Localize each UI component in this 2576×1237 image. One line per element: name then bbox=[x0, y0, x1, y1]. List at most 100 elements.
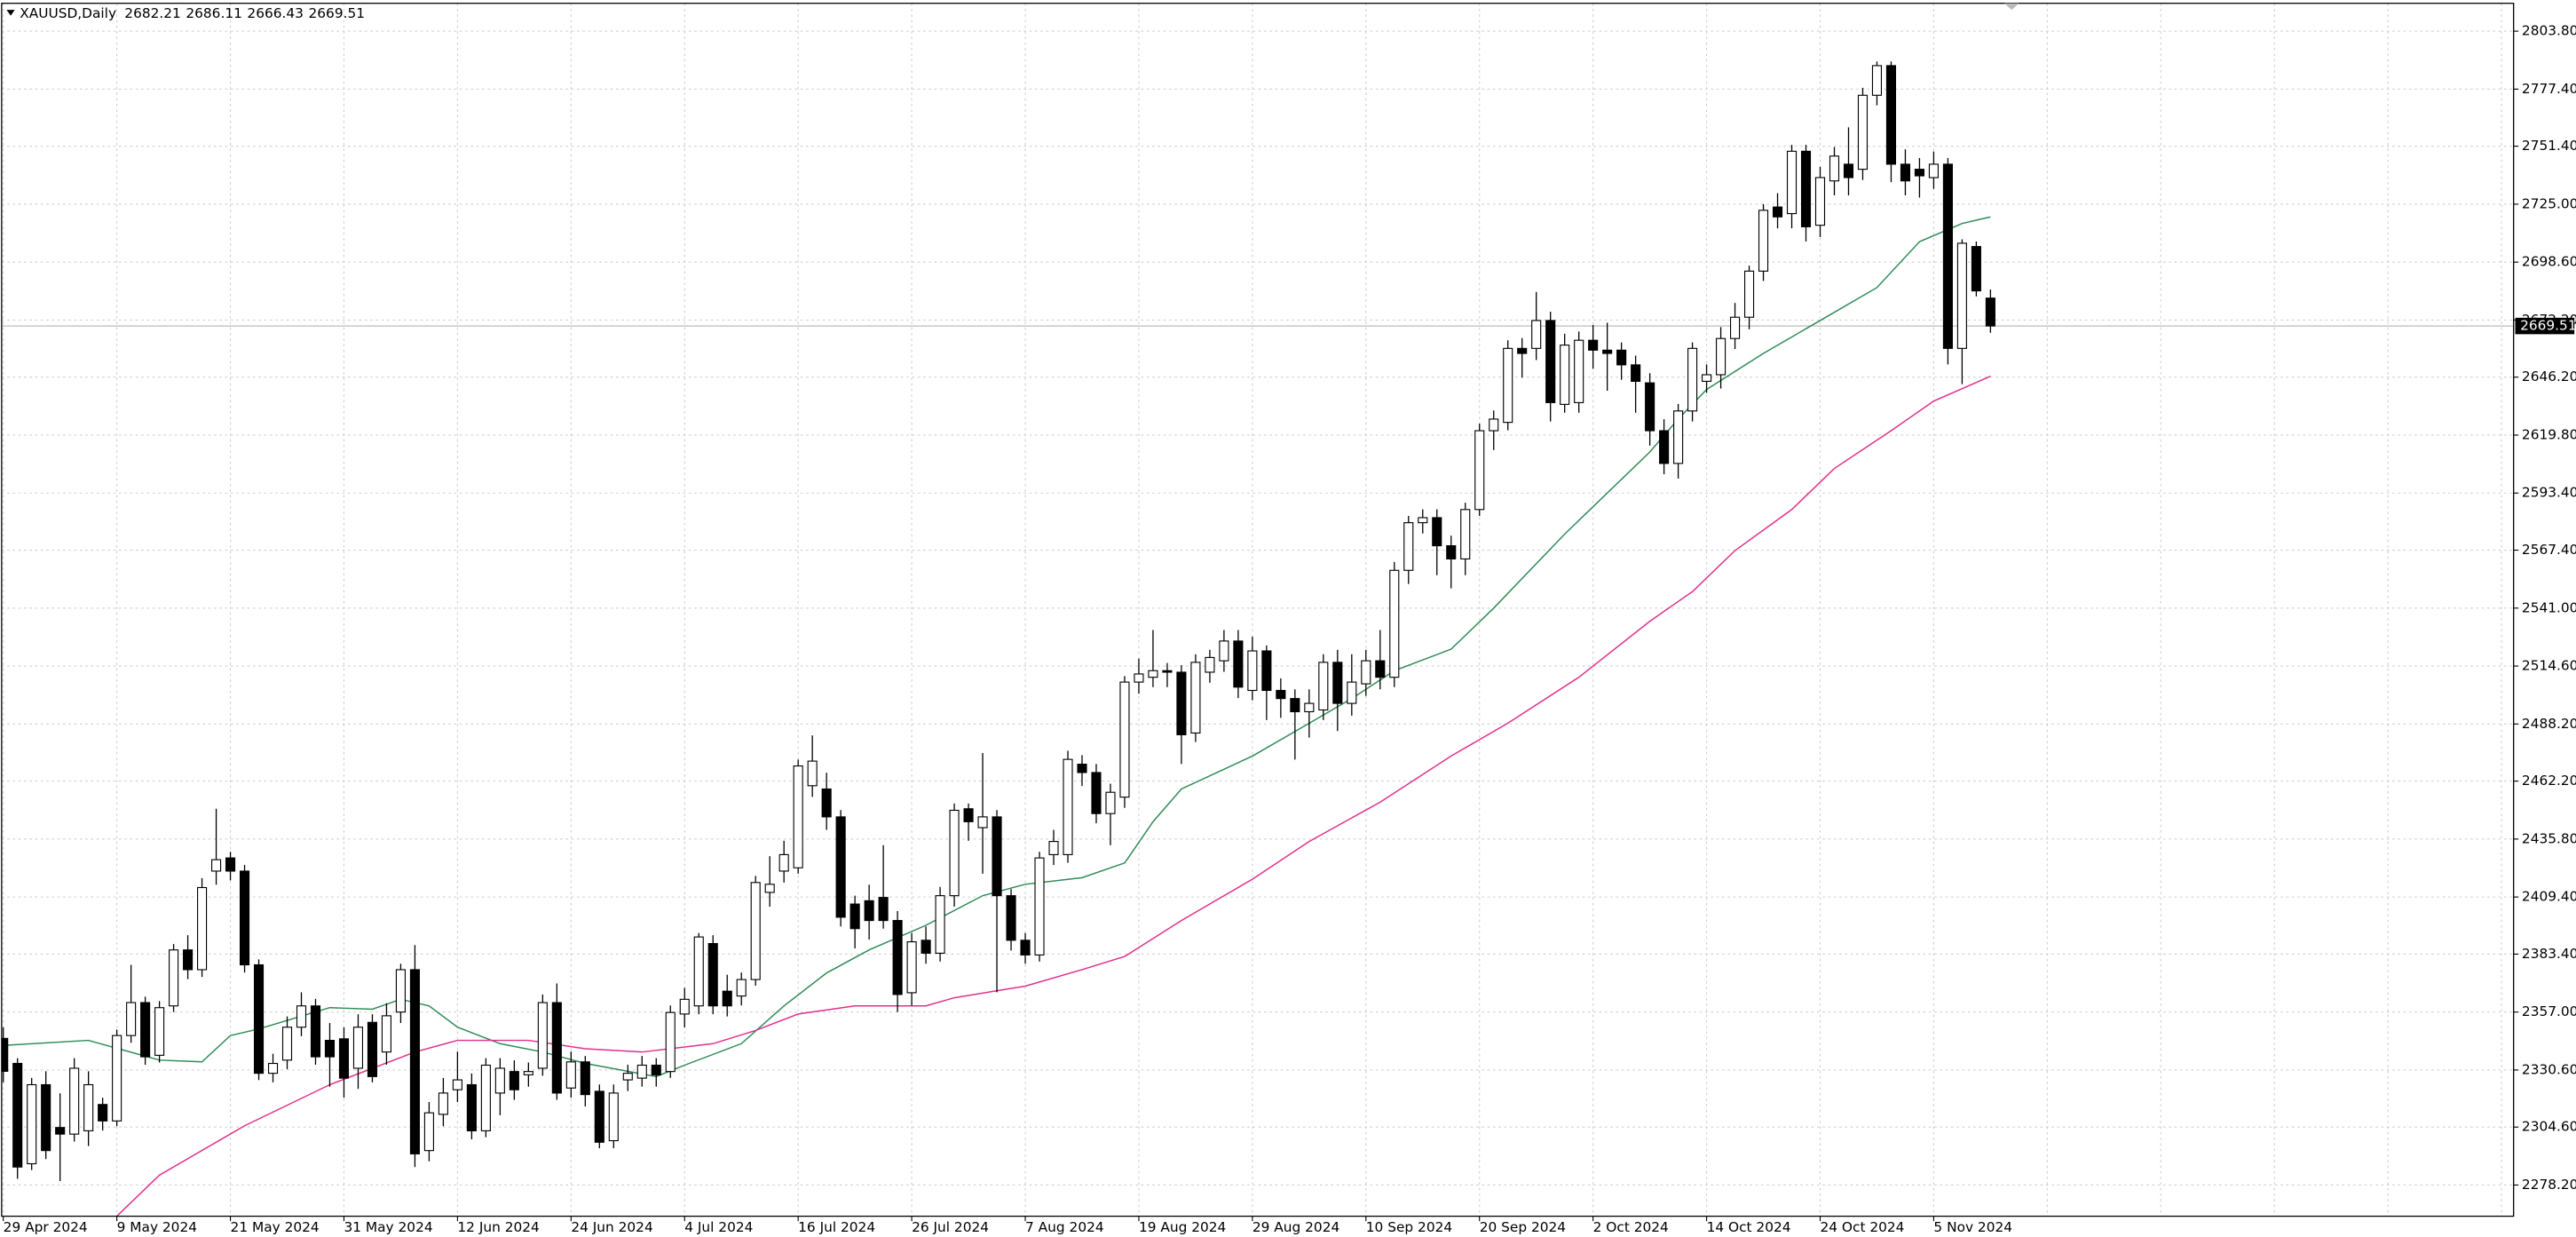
last-high: 2686.11 bbox=[186, 4, 242, 20]
candle-body-bull bbox=[935, 895, 945, 954]
candle-body-bear bbox=[338, 1038, 350, 1079]
y-tick-label: 2409.40 bbox=[2522, 889, 2576, 905]
candle-body-bear bbox=[1645, 382, 1655, 432]
candle-body-bear bbox=[41, 1083, 51, 1152]
y-tick-label: 2462.20 bbox=[2522, 773, 2576, 789]
candle-body-bull bbox=[1418, 517, 1428, 524]
y-tick-label: 2698.60 bbox=[2522, 254, 2576, 270]
candle-body-bull bbox=[452, 1079, 462, 1090]
candle-body-bull bbox=[83, 1083, 94, 1131]
candle-body-bull bbox=[608, 1092, 619, 1142]
candle-body-bull bbox=[1503, 347, 1513, 424]
candle-body-bull bbox=[438, 1092, 448, 1115]
last-close: 2669.51 bbox=[309, 4, 366, 20]
candle-body-bull bbox=[69, 1067, 80, 1135]
x-tick-label: 29 Apr 2024 bbox=[4, 1219, 88, 1235]
candle-body-bull bbox=[1574, 339, 1584, 403]
candle-body-bear bbox=[1588, 339, 1599, 351]
candle-body-bear bbox=[1985, 297, 1995, 327]
candle-body-bull bbox=[1048, 841, 1059, 855]
candle-body-bull bbox=[1730, 316, 1741, 339]
candle-body-bull bbox=[565, 1061, 576, 1089]
candle-body-bull bbox=[1786, 150, 1798, 215]
moving-average-line bbox=[116, 376, 1991, 1217]
x-tick-label: 16 Jul 2024 bbox=[798, 1219, 875, 1235]
candle-body-bull bbox=[537, 1002, 548, 1069]
candle-body-bull bbox=[1871, 65, 1883, 96]
candle-body-bull bbox=[750, 882, 761, 980]
candle-body-bear bbox=[225, 857, 236, 872]
candle-body-bear bbox=[1233, 640, 1244, 688]
candle-body-bull bbox=[1489, 418, 1499, 432]
candle-body-bull bbox=[281, 1027, 293, 1061]
candle-body-bull bbox=[169, 949, 179, 1007]
candle-body-bull bbox=[622, 1073, 633, 1081]
candle-body-bull bbox=[1304, 702, 1315, 713]
candle-body-bear bbox=[1885, 65, 1897, 165]
candle-body-bull bbox=[977, 816, 988, 829]
x-tick-label: 10 Sep 2024 bbox=[1366, 1219, 1452, 1235]
candle-body-bull bbox=[1148, 670, 1158, 678]
current-price-box bbox=[2515, 317, 2575, 335]
moving-average-line bbox=[3, 216, 1991, 1078]
candle-body-bull bbox=[296, 1005, 307, 1028]
candle-body-bear bbox=[878, 897, 889, 922]
candle-body-bull bbox=[1460, 509, 1471, 559]
candle-body-bull bbox=[679, 998, 690, 1015]
candle-body-bear bbox=[1432, 517, 1442, 547]
current-price-label: 2669.51 bbox=[2520, 318, 2576, 334]
candle-body-bull bbox=[1318, 662, 1329, 711]
y-tick-label: 2619.80 bbox=[2522, 426, 2576, 442]
candle-body-bear bbox=[1276, 689, 1286, 700]
candle-body-bear bbox=[1006, 895, 1016, 941]
x-tick-label: 12 Jun 2024 bbox=[457, 1219, 539, 1235]
x-tick-label: 4 Jul 2024 bbox=[684, 1219, 753, 1235]
candle-body-bull bbox=[381, 1015, 392, 1053]
y-tick-label: 2357.00 bbox=[2522, 1003, 2576, 1019]
candle-body-bear bbox=[1091, 772, 1102, 814]
candle-body-bull bbox=[1928, 163, 1939, 178]
x-tick-label: 21 May 2024 bbox=[231, 1219, 320, 1235]
candle-body-bear bbox=[239, 870, 250, 966]
candle-body-bull bbox=[949, 809, 960, 897]
candle-body-bear bbox=[821, 788, 832, 818]
candle-body-bull bbox=[1219, 640, 1229, 662]
candle-body-bear bbox=[466, 1083, 477, 1131]
pane-border bbox=[1, 3, 2515, 1217]
x-tick-label: 26 Jul 2024 bbox=[912, 1219, 989, 1235]
candle-body-bear bbox=[98, 1104, 108, 1122]
candle-body-bull bbox=[1531, 320, 1542, 349]
candle-body-bull bbox=[211, 859, 222, 872]
candle-body-bull bbox=[1034, 857, 1045, 956]
candle-body-bull bbox=[1743, 270, 1755, 318]
y-tick-label: 2488.20 bbox=[2522, 716, 2576, 732]
x-tick-label: 14 Oct 2024 bbox=[1707, 1219, 1791, 1235]
chart-shift-marker bbox=[2003, 3, 2019, 11]
candle-body-bull bbox=[793, 765, 803, 868]
y-tick-label: 2593.40 bbox=[2522, 485, 2576, 501]
candle-body-bull bbox=[693, 936, 704, 1007]
candle-body-bear bbox=[921, 940, 931, 954]
symbol: XAUUSD,Daily bbox=[20, 4, 116, 20]
candle-body-bear bbox=[1772, 206, 1783, 218]
candle-body-bear bbox=[1517, 347, 1528, 354]
candle-body-bear bbox=[1077, 764, 1087, 773]
candle-body-bull bbox=[906, 941, 917, 994]
x-tick-label: 24 Oct 2024 bbox=[1821, 1219, 1905, 1235]
candle-body-bull bbox=[807, 760, 818, 787]
candle-body-bear bbox=[594, 1090, 604, 1143]
candle-body-bull bbox=[1119, 681, 1130, 798]
candle-body-bull bbox=[423, 1112, 434, 1152]
x-tick-label: 29 Aug 2024 bbox=[1252, 1219, 1339, 1235]
candle-body-bear bbox=[324, 1040, 336, 1058]
candle-body-bull bbox=[1560, 345, 1570, 405]
y-tick-label: 2304.60 bbox=[2522, 1119, 2576, 1135]
candle-body-bear bbox=[1, 1037, 9, 1072]
candle-body-bull bbox=[1857, 94, 1869, 170]
candle-body-bull bbox=[1702, 374, 1712, 382]
candle-body-bull bbox=[1687, 347, 1698, 412]
candle-body-bull bbox=[764, 884, 775, 893]
y-tick-label: 2646.20 bbox=[2522, 369, 2576, 385]
